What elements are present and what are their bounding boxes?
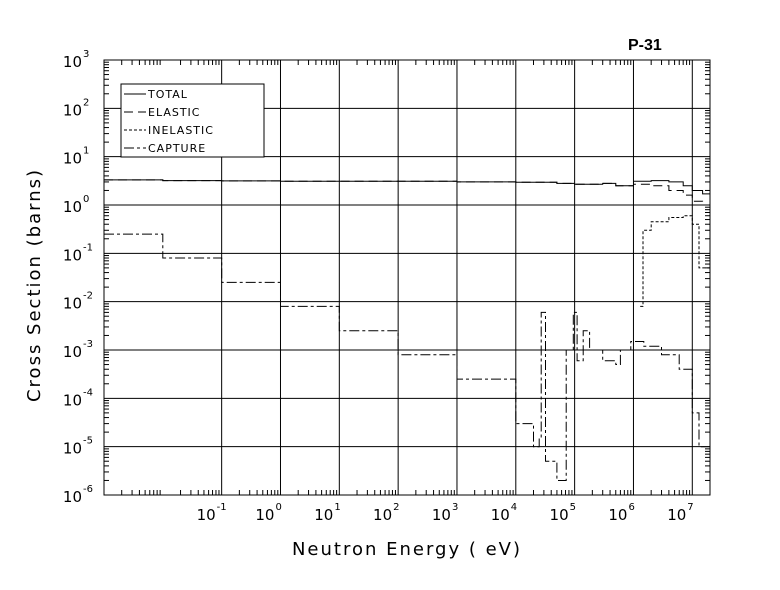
x-tick-exponent: 7 xyxy=(687,502,693,513)
x-tick-exponent: 6 xyxy=(628,502,634,513)
y-tick-label: 10 xyxy=(63,343,82,361)
x-tick-label: 10 xyxy=(373,506,392,524)
y-tick-label: 10 xyxy=(63,101,82,119)
y-tick-label: 10 xyxy=(63,198,82,216)
y-tick-exponent: -5 xyxy=(83,436,93,447)
x-tick-exponent: 2 xyxy=(393,502,399,513)
x-tick-exponent: 1 xyxy=(334,502,340,513)
y-tick-exponent: 2 xyxy=(83,97,89,108)
x-tick-labels: 10 -1 10 0 10 1 10 2 10 3 10 4 10 5 10 6 10 7 xyxy=(197,502,694,524)
y-tick-exponent: 3 xyxy=(83,49,89,60)
series-layer xyxy=(104,179,711,481)
x-tick-exponent: 5 xyxy=(570,502,576,513)
y-axis-label: Cross Section (barns) xyxy=(24,168,45,402)
y-tick-exponent: -3 xyxy=(83,339,93,350)
x-tick-exponent: 3 xyxy=(452,502,458,513)
legend-box xyxy=(120,83,265,158)
y-tick-label: 10 xyxy=(63,53,82,71)
x-tick-label: 10 xyxy=(491,506,510,524)
x-tick-exponent: 4 xyxy=(511,502,517,513)
plot-frame xyxy=(103,59,711,496)
y-tick-label: 10 xyxy=(63,246,82,264)
minor-ticks xyxy=(104,60,710,495)
x-tick-label: 10 xyxy=(432,506,451,524)
x-tick-label: 10 xyxy=(550,506,569,524)
y-tick-label: 10 xyxy=(63,440,82,458)
y-tick-exponent: -1 xyxy=(83,242,93,253)
x-axis-label: Neutron Energy ( eV) xyxy=(292,539,522,560)
legend-items: TOTAL ELASTIC INELASTIC CAPTURE xyxy=(124,88,214,155)
y-tick-exponent: -6 xyxy=(83,484,93,495)
x-tick-exponent: -1 xyxy=(217,502,227,513)
x-tick-label: 10 xyxy=(608,506,627,524)
series-total-line xyxy=(104,179,711,195)
y-tick-exponent: -4 xyxy=(83,387,93,398)
legend-label-capture: CAPTURE xyxy=(148,142,206,155)
legend-label-total: TOTAL xyxy=(147,88,188,101)
grid-lines xyxy=(104,59,710,496)
y-tick-label: 10 xyxy=(63,150,82,168)
legend-label-elastic: ELASTIC xyxy=(148,106,200,119)
x-tick-label: 10 xyxy=(667,506,686,524)
y-tick-exponent: -2 xyxy=(83,291,93,302)
series-inelastic-line xyxy=(640,215,711,307)
series-elastic-line xyxy=(104,179,711,206)
chart-title: P-31 xyxy=(628,37,662,54)
y-tick-label: 10 xyxy=(63,295,82,313)
y-tick-label: 10 xyxy=(63,488,82,506)
y-tick-label: 10 xyxy=(63,391,82,409)
y-tick-exponent: 0 xyxy=(83,194,89,205)
x-tick-exponent: 0 xyxy=(275,502,281,513)
x-tick-label: 10 xyxy=(314,506,333,524)
legend-label-inelastic: INELASTIC xyxy=(148,124,214,137)
legend: TOTAL ELASTIC INELASTIC CAPTURE xyxy=(120,83,265,158)
y-tick-exponent: 1 xyxy=(83,146,89,157)
x-tick-label: 10 xyxy=(197,506,216,524)
x-tick-label: 10 xyxy=(255,506,274,524)
